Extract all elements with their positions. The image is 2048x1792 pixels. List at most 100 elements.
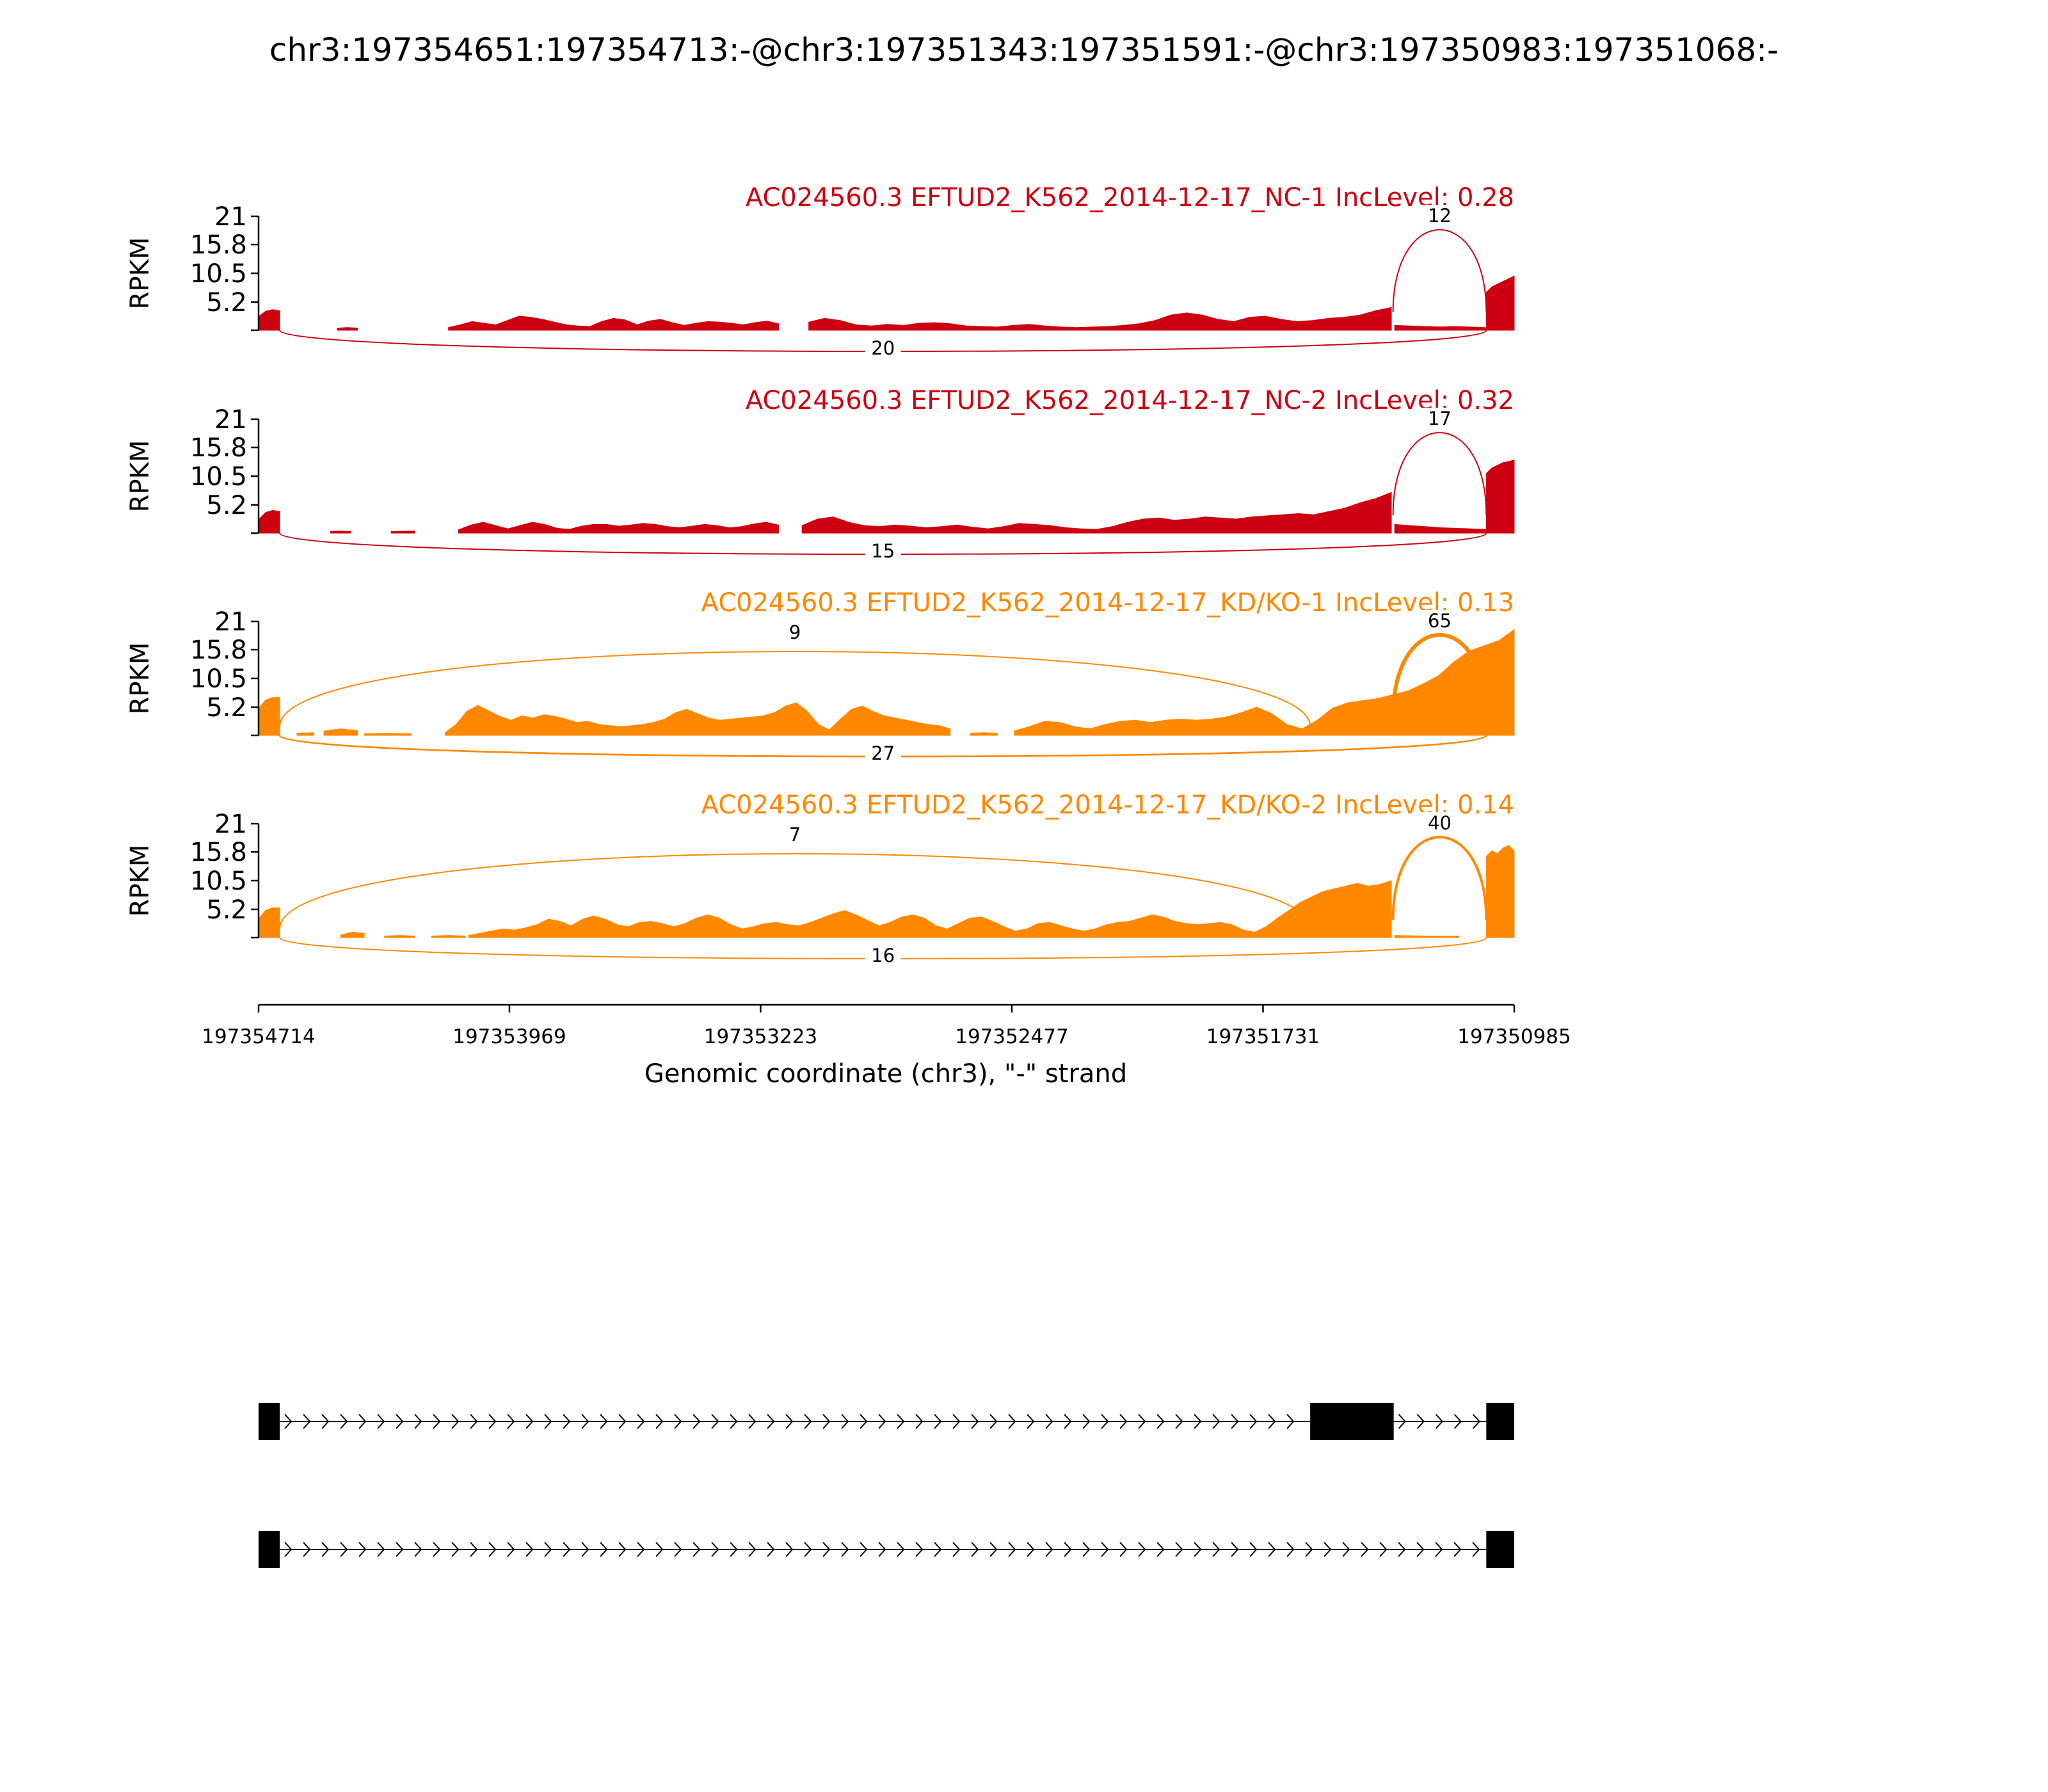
strand-chevron — [1045, 1414, 1053, 1429]
strand-chevron — [692, 1414, 701, 1429]
strand-chevron — [377, 1414, 385, 1429]
strand-chevron — [321, 1414, 330, 1429]
strand-chevron — [767, 1414, 775, 1429]
y-tick-label: 15.8 — [190, 838, 247, 867]
strand-chevron — [1416, 1542, 1425, 1557]
coverage-area — [364, 733, 412, 736]
x-tick-label: 197350985 — [1457, 1025, 1571, 1048]
junction-count: 15 — [871, 540, 895, 562]
y-tick-label: 15.8 — [190, 230, 247, 260]
strand-chevron — [1398, 1542, 1406, 1557]
strand-chevron — [952, 1542, 961, 1557]
coverage-area — [330, 531, 351, 534]
strand-chevron — [1268, 1414, 1276, 1429]
track-title: AC024560.3 EFTUD2_K562_2014-12-17_NC-1 I… — [746, 183, 1514, 212]
gene-models — [259, 1403, 1514, 1568]
strand-chevron — [1045, 1542, 1053, 1557]
coverage-area — [1485, 459, 1515, 534]
y-axis-label: RPKM — [125, 440, 155, 513]
y-tick-label: 10.5 — [190, 867, 247, 896]
strand-chevron — [451, 1414, 460, 1429]
strand-chevron — [637, 1542, 645, 1557]
strand-chevron — [1138, 1542, 1146, 1557]
coverage-area — [431, 935, 466, 938]
junction-arc — [1391, 836, 1488, 920]
strand-chevron — [878, 1414, 886, 1429]
coverage-area — [1014, 628, 1515, 736]
strand-chevron — [841, 1414, 849, 1429]
junction-count: 20 — [871, 337, 895, 359]
exon-block — [259, 1531, 280, 1568]
coverage-area — [468, 880, 1392, 938]
junction-label-bg — [865, 945, 901, 966]
strand-chevron — [1361, 1542, 1369, 1557]
strand-chevron — [841, 1542, 849, 1557]
x-tick-label: 197352477 — [955, 1025, 1069, 1048]
coverage-area — [296, 732, 314, 736]
coverage-area — [1394, 524, 1486, 534]
strand-chevron — [581, 1414, 589, 1429]
y-tick-label: 21 — [214, 810, 247, 839]
strand-chevron — [1435, 1542, 1443, 1557]
strand-chevron — [618, 1414, 627, 1429]
y-tick-label: 21 — [214, 607, 247, 637]
y-axis-label: RPKM — [125, 643, 155, 715]
strand-chevron — [284, 1542, 292, 1557]
junction-label-bg — [1421, 812, 1458, 834]
strand-chevron — [860, 1414, 868, 1429]
coverage-area — [337, 327, 358, 331]
strand-chevron — [1008, 1414, 1016, 1429]
y-tick-label: 15.8 — [190, 636, 247, 665]
coverage-area — [390, 531, 415, 534]
strand-chevron — [1231, 1414, 1239, 1429]
strand-chevron — [396, 1542, 404, 1557]
coverage-area — [448, 316, 779, 331]
strand-chevron — [730, 1542, 738, 1557]
x-axis-label: Genomic coordinate (chr3), "-" strand — [644, 1059, 1127, 1089]
strand-chevron — [804, 1414, 812, 1429]
strand-chevron — [1156, 1542, 1165, 1557]
y-tick-label: 21 — [214, 405, 247, 435]
strand-chevron — [1286, 1414, 1295, 1429]
strand-chevron — [525, 1542, 534, 1557]
strand-chevron — [1268, 1542, 1276, 1557]
junction-count: 12 — [1428, 205, 1452, 227]
track-title: AC024560.3 EFTUD2_K562_2014-12-17_KD/KO-… — [701, 588, 1514, 618]
exon-block — [1486, 1531, 1514, 1568]
strand-chevron — [655, 1414, 664, 1429]
coverage-area — [801, 492, 1392, 534]
strand-chevron — [544, 1414, 552, 1429]
strand-chevron — [1175, 1414, 1183, 1429]
strand-chevron — [748, 1542, 756, 1557]
strand-chevron — [897, 1414, 905, 1429]
strand-chevron — [1082, 1414, 1091, 1429]
y-tick-label: 10.5 — [190, 462, 247, 492]
strand-chevron — [1472, 1542, 1480, 1557]
x-tick-label: 197353969 — [452, 1025, 566, 1048]
strand-chevron — [433, 1542, 441, 1557]
junction-label-bg — [865, 540, 901, 562]
strand-chevron — [1101, 1542, 1109, 1557]
coverage-area — [258, 509, 280, 534]
coverage-area — [445, 702, 951, 736]
coverage-area — [258, 697, 280, 736]
strand-chevron — [340, 1542, 348, 1557]
strand-chevron — [507, 1542, 515, 1557]
strand-chevron — [971, 1542, 979, 1557]
strand-chevron — [637, 1414, 645, 1429]
strand-chevron — [1156, 1414, 1165, 1429]
strand-chevron — [1008, 1542, 1016, 1557]
strand-chevron — [934, 1542, 942, 1557]
strand-chevron — [1453, 1542, 1462, 1557]
strand-chevron — [321, 1542, 330, 1557]
junction-label-bg — [865, 337, 901, 359]
strand-chevron — [358, 1414, 367, 1429]
junction-count: 17 — [1428, 408, 1452, 429]
y-axis-label: RPKM — [125, 237, 155, 310]
strand-chevron — [1231, 1542, 1239, 1557]
strand-chevron — [1064, 1542, 1072, 1557]
strand-chevron — [284, 1414, 292, 1429]
